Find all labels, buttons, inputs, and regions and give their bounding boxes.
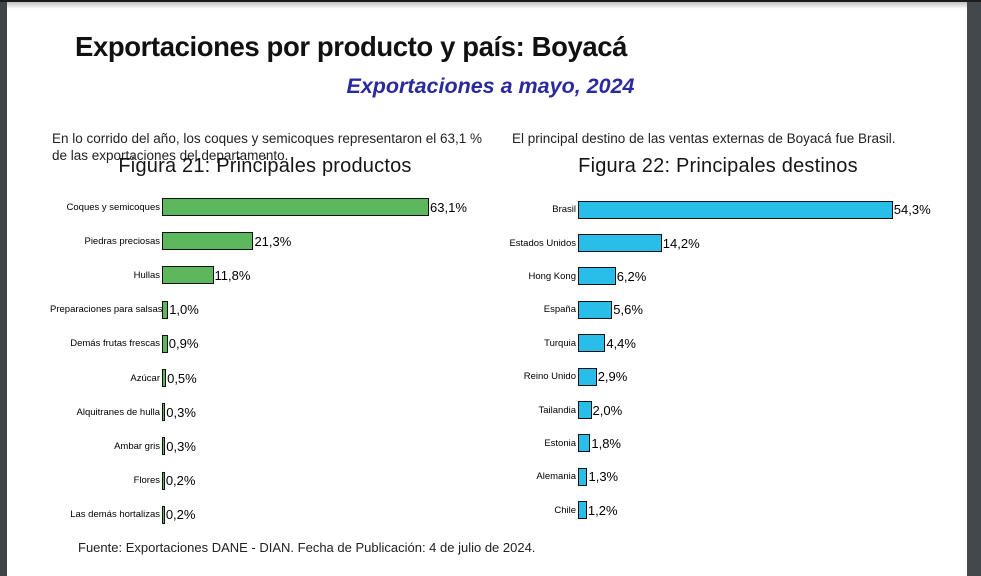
viewer-edge-right — [967, 0, 981, 576]
bar-row: Preparaciones para salsas 1,0% — [50, 293, 490, 327]
value-label: 11,8% — [214, 267, 251, 283]
bar — [162, 505, 165, 524]
bar — [578, 401, 592, 420]
bar-row: Coques y semicoques 63,1% — [50, 190, 490, 224]
viewer-edge-left — [0, 0, 7, 576]
value-label: 1,8% — [591, 435, 621, 451]
value-label: 5,6% — [613, 302, 643, 318]
value-label: 0,2% — [165, 473, 196, 489]
category-label: Reino Unido — [523, 371, 576, 383]
value-label: 2,0% — [592, 402, 623, 418]
source-footer: Fuente: Exportaciones DANE - DIAN. Fecha… — [78, 540, 536, 555]
bar — [162, 334, 168, 353]
page-subtitle: Exportaciones a mayo, 2024 — [346, 74, 635, 98]
value-label: 54,3% — [893, 202, 931, 218]
value-label: 1,2% — [587, 502, 618, 518]
products-intro-text: En lo corrido del año, los coques y semi… — [52, 130, 482, 164]
category-label: Demás frutas frescas — [70, 338, 160, 350]
bar-row: Hong Kong 6,2% — [508, 260, 958, 293]
value-label: 4,4% — [606, 335, 636, 351]
bar-row: Brasil 54,3% — [508, 193, 958, 226]
value-label: 1,0% — [169, 302, 199, 318]
viewer-edge-top — [0, 0, 981, 2]
bar-row: Tailandia 2,0% — [508, 393, 958, 426]
bar — [578, 334, 606, 353]
bar — [578, 501, 587, 520]
bar-row: Estados Unidos 14,2% — [508, 226, 958, 259]
bar — [162, 300, 169, 319]
bar-row: Chile 1,2% — [508, 494, 958, 527]
category-label: Alquitranes de hulla — [76, 406, 160, 418]
bar — [162, 198, 430, 217]
value-label: 0,3% — [166, 438, 196, 454]
value-label: 0,2% — [165, 507, 196, 523]
bar-row: Hullas 11,8% — [50, 258, 490, 292]
value-label: 2,9% — [597, 369, 628, 385]
bar-row: Flores 0,2% — [50, 464, 490, 498]
value-label: 0,5% — [167, 370, 197, 386]
category-label: Chile — [554, 504, 576, 516]
bar — [578, 267, 616, 286]
category-label: Ambar gris — [114, 440, 160, 452]
bar — [162, 232, 254, 251]
bar-row: Reino Unido 2,9% — [508, 360, 958, 393]
bar — [578, 434, 591, 453]
bar-row: España 5,6% — [508, 293, 958, 326]
category-label: Tailandia — [538, 404, 577, 416]
value-label: 1,3% — [588, 469, 619, 485]
bar — [162, 471, 165, 490]
value-label: 14,2% — [662, 235, 700, 251]
category-label: Brasil — [552, 204, 576, 216]
value-label: 0,3% — [166, 404, 196, 420]
bar-row: Demás frutas frescas 0,9% — [50, 327, 490, 361]
category-label: Flores — [133, 475, 160, 487]
bar — [578, 200, 893, 219]
bar-row: Turquia 4,4% — [508, 327, 958, 360]
category-label: Estonia — [544, 437, 576, 449]
value-label: 21,3% — [254, 233, 292, 249]
bar — [578, 234, 662, 253]
category-label: Turquia — [544, 337, 576, 349]
bar — [162, 266, 214, 285]
bar — [162, 369, 167, 388]
bar — [578, 367, 597, 386]
destinations-intro-text: El principal destino de las ventas exter… — [512, 130, 896, 146]
category-label: Las demás hortalizas — [70, 509, 160, 521]
bar — [578, 467, 588, 486]
bar-row: Alquitranes de hulla 0,3% — [50, 395, 490, 429]
value-label: 63,1% — [430, 199, 467, 215]
category-label: Azúcar — [130, 372, 160, 384]
bar — [578, 300, 613, 319]
category-label: Piedras preciosas — [84, 235, 160, 247]
page-top-shadow — [0, 2, 981, 9]
category-label: Hong Kong — [528, 270, 576, 282]
category-label: Alemania — [536, 471, 576, 483]
figure-21-title: Figura 21: Principales productos — [118, 155, 412, 177]
bar-row: Ambar gris 0,3% — [50, 429, 490, 463]
value-label: 0,9% — [168, 336, 199, 352]
bar — [162, 437, 166, 456]
bar — [162, 403, 166, 422]
bar-row: Azúcar 0,5% — [50, 361, 490, 395]
category-label: Estados Unidos — [509, 237, 576, 249]
category-label: Hullas — [133, 269, 160, 281]
category-label: Coques y semicoques — [66, 201, 160, 213]
category-label: España — [543, 304, 576, 316]
bar-row: Las demás hortalizas 0,2% — [50, 498, 490, 532]
bar-row: Piedras preciosas 21,3% — [50, 224, 490, 258]
products-bar-chart: Coques y semicoques 63,1% Piedras preciosa… — [50, 190, 490, 532]
bar-row: Alemania 1,3% — [508, 460, 958, 493]
category-label: Preparaciones para salsas — [50, 304, 163, 316]
value-label: 6,2% — [616, 268, 647, 284]
bar-row: Estonia 1,8% — [508, 427, 958, 460]
page-title: Exportaciones por producto y país: Boyac… — [75, 31, 628, 63]
destinations-bar-chart: Brasil 54,3% Estados Unidos 14,2% Hong Kong 6… — [508, 193, 958, 527]
figure-22-title: Figura 22: Principales destinos — [578, 155, 858, 177]
